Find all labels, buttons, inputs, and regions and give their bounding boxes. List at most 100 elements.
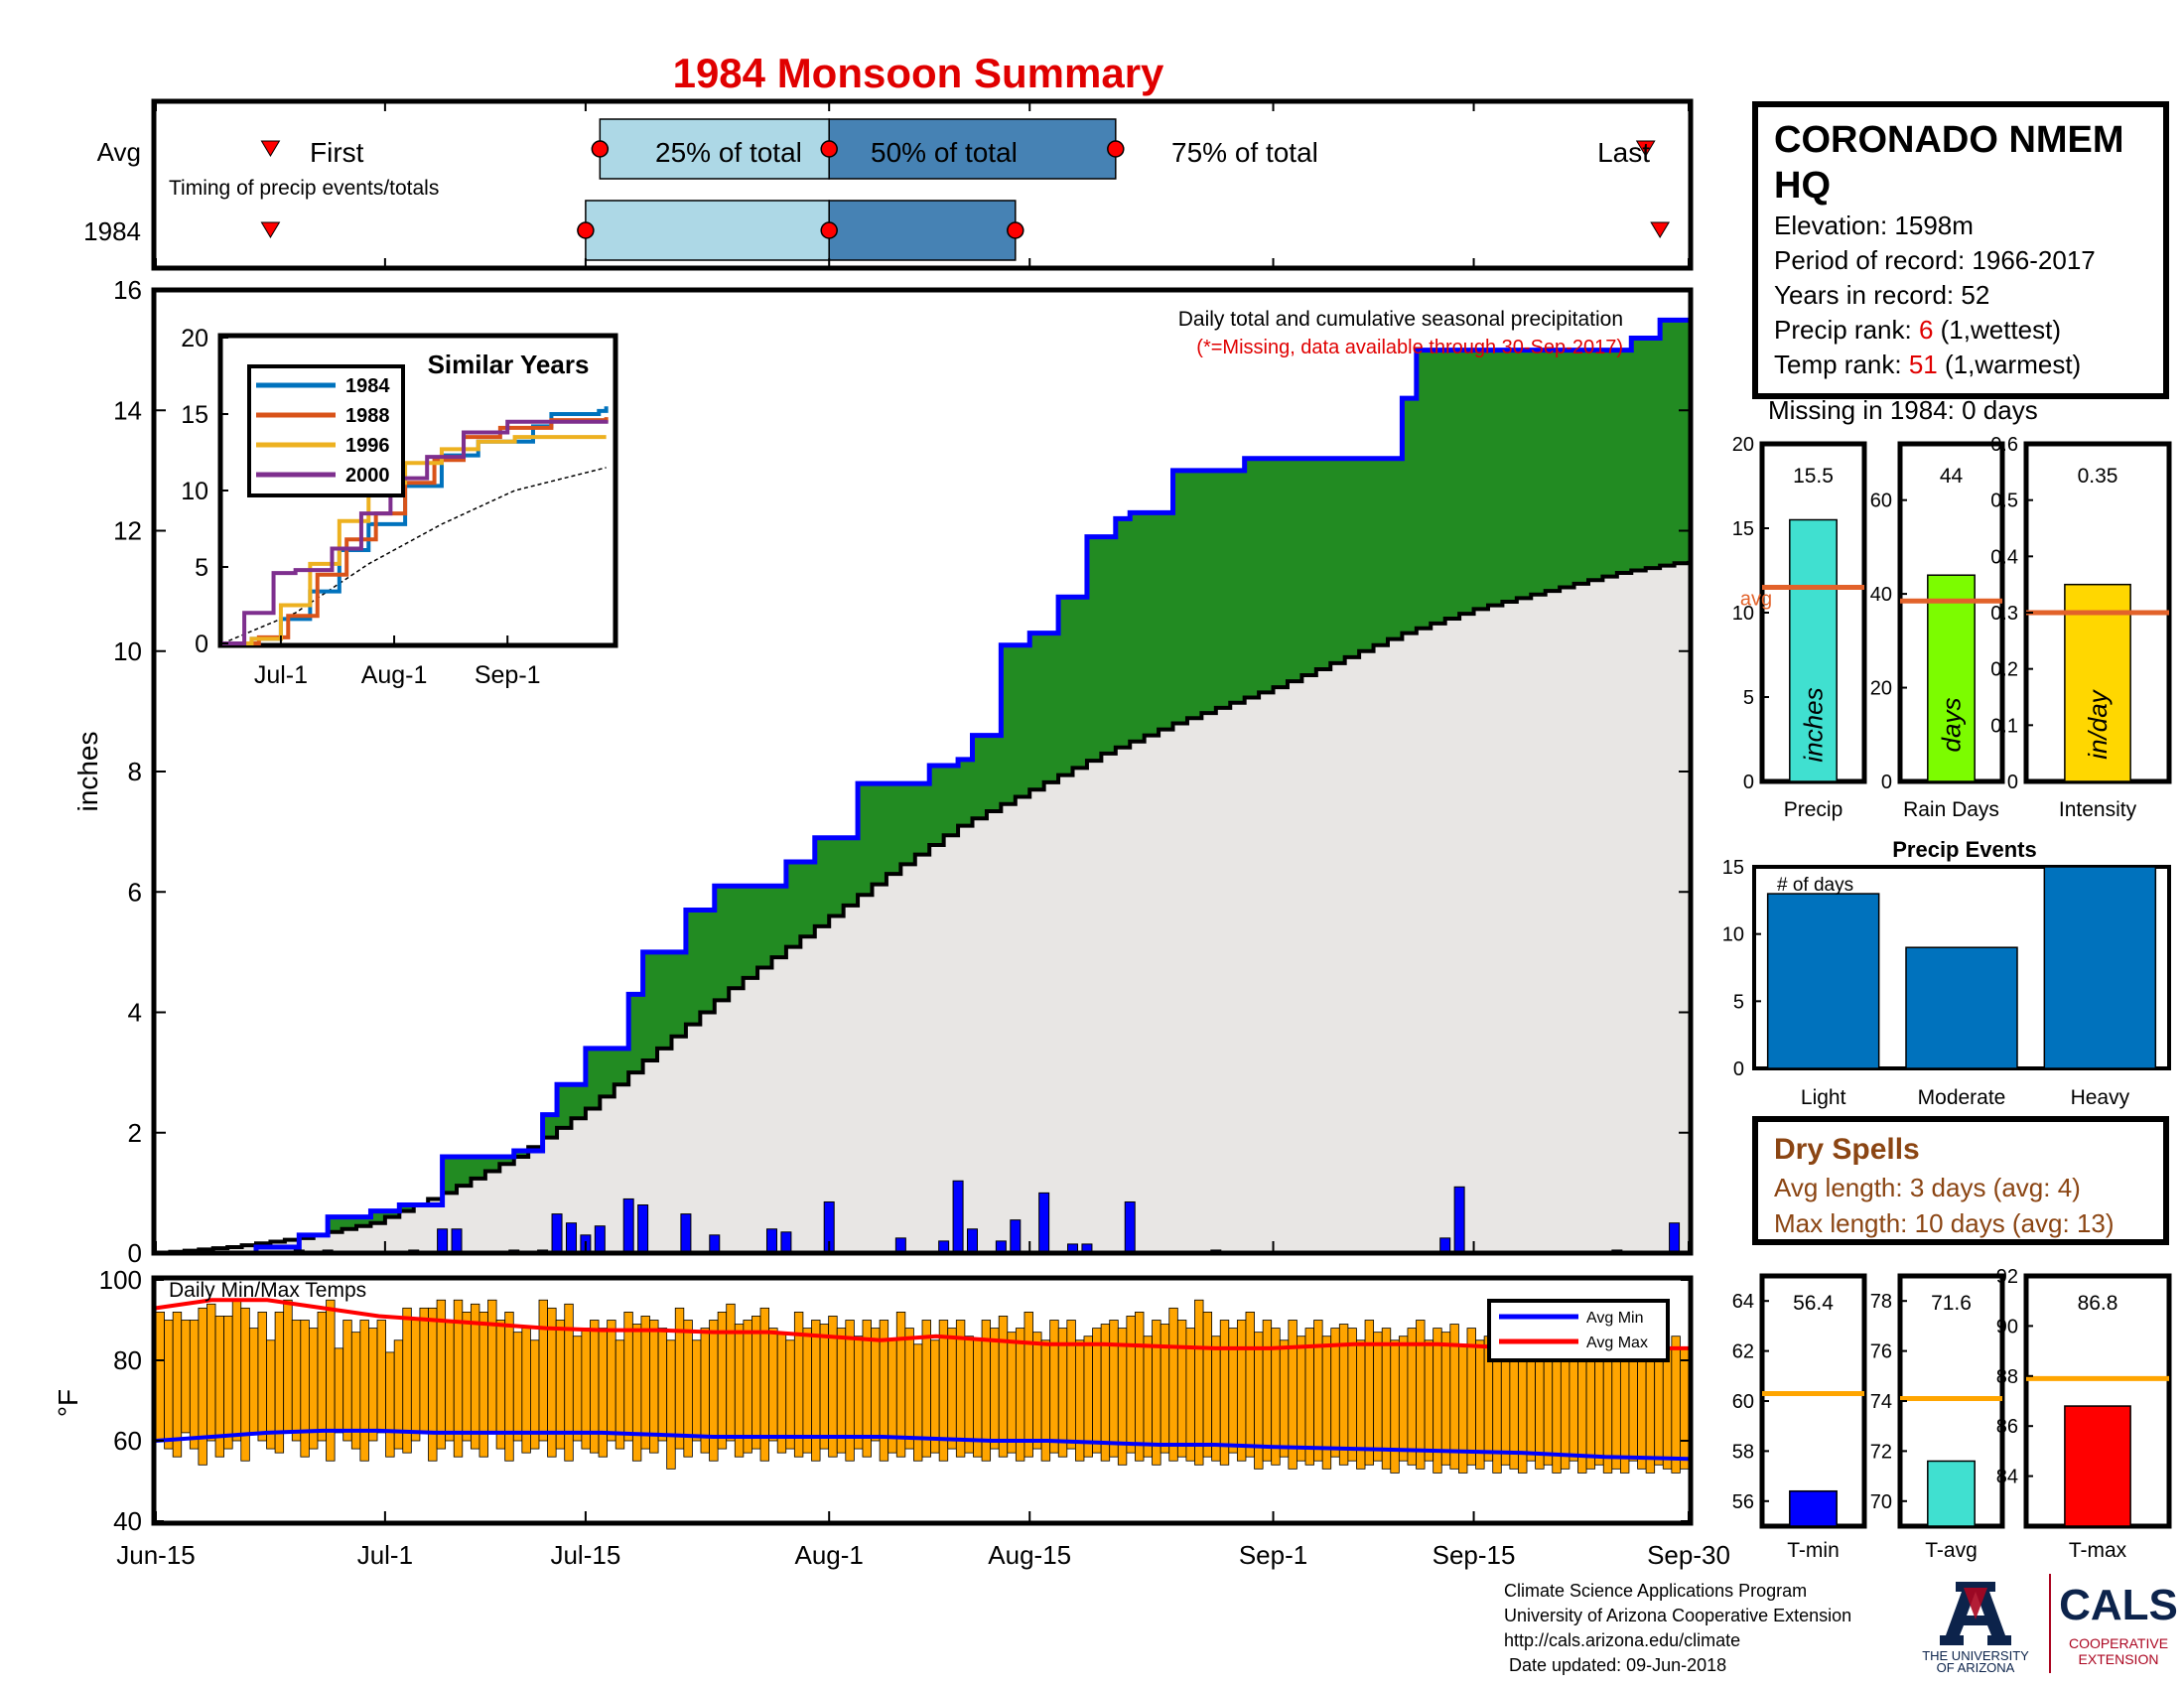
cals-logo: CALS COOPERATIVE EXTENSION (2049, 1574, 2178, 1673)
daily-temp-bar (1135, 1312, 1145, 1462)
timing-marks (155, 101, 1690, 268)
daily-precip-bar (1038, 1192, 1050, 1254)
daily-temp-bar (1297, 1336, 1306, 1462)
footer-line1: Climate Science Applications Program (1504, 1581, 1808, 1601)
footer-line4: Date updated: 09-Jun-2018 (1504, 1655, 1727, 1675)
temps-frame-border (151, 1275, 1694, 1526)
daily-temp-bar (164, 1320, 174, 1450)
daily-temp-bar (751, 1316, 761, 1450)
daily-temp-bar (631, 1324, 642, 1462)
daily-temp-bar (334, 1347, 344, 1434)
period-of-record: Period of record: 1966-2017 (1774, 245, 2096, 275)
events-caption: # of days (1777, 875, 1853, 896)
daily-temp-bar (326, 1299, 336, 1462)
temp-stat-value-0: 56.4 (1793, 1292, 1834, 1315)
timing-triangle-1-0 (260, 221, 281, 238)
daily-temp-bar (1619, 1343, 1630, 1474)
inset-xtick-label: Sep-1 (475, 661, 541, 689)
daily-temp-bar (1373, 1332, 1383, 1462)
daily-temp-bar (598, 1328, 609, 1458)
daily-temp-bar (206, 1303, 216, 1442)
daily-temp-bar (240, 1307, 250, 1462)
stat-tick-label: 0.4 (1990, 546, 2018, 568)
temp-stat-tick-label: 58 (1732, 1441, 1754, 1463)
temp-ytick-label: 60 (113, 1426, 142, 1456)
timing-dot-1-1 (820, 221, 838, 239)
inset-legend-label: 1984 (345, 375, 390, 397)
daily-temp-bar (512, 1332, 523, 1442)
events-category-label: Light (1801, 1086, 1846, 1109)
daily-temp-bar (1083, 1336, 1093, 1458)
date-tick-label: Sep-1 (1239, 1540, 1307, 1570)
events-category-label: Moderate (1918, 1086, 2006, 1109)
stat-avg-text: avg (1740, 589, 1772, 611)
stat-tick-label: 0.6 (1990, 434, 2018, 456)
inset-title: Similar Years (428, 350, 590, 379)
daily-precip-bar (594, 1225, 606, 1254)
temp-stat-tick-label: 70 (1870, 1491, 1892, 1513)
daily-precip-bar (551, 1213, 563, 1254)
inset-legend-label: 2000 (345, 465, 390, 487)
temp-stat-tick-label: 62 (1732, 1341, 1754, 1363)
stat-unit-2: in/day (2083, 688, 2113, 759)
stat-tick-label: 0.1 (1990, 715, 2018, 737)
daily-temp-bar (785, 1339, 795, 1450)
daily-temp-bar (462, 1312, 472, 1442)
timing-box-lower-1 (585, 200, 830, 261)
stat-tick-label: 20 (1870, 678, 1892, 700)
daily-temp-bar (666, 1339, 676, 1470)
temp-stat-tick-label: 90 (1996, 1316, 2018, 1337)
precip-rank-value: 6 (1918, 315, 1934, 345)
similar-years-inset: 0 5 10 15 20 Jul-1 Aug-1 Sep-1 Similar Years (181, 325, 618, 689)
inset-legend-label: 1996 (345, 435, 390, 457)
avg-max-legend-label: Avg Max (1586, 1335, 1648, 1351)
daily-temp-bar (1109, 1320, 1119, 1458)
daily-temp-bar (1330, 1328, 1340, 1458)
pct75-label: 75% of total (1171, 137, 1318, 168)
precip-rank-suffix: (1,wettest) (1933, 315, 2062, 345)
temp-rank: Temp rank: 51 (1,warmest) (1774, 348, 2147, 382)
stat-tick-label: 20 (1732, 434, 1754, 456)
daily-temp-bar (1304, 1328, 1314, 1466)
daily-temp-bar (1279, 1339, 1290, 1458)
stat-tick-label: 0.3 (1990, 603, 2018, 625)
timing-box-upper-1 (828, 200, 1017, 261)
daily-temp-bar (1024, 1312, 1033, 1458)
daily-temp-bar (871, 1328, 881, 1442)
daily-temp-bar (895, 1312, 906, 1458)
timing-triangle-1-1 (1650, 221, 1671, 238)
inset-series-1996 (222, 435, 607, 645)
timing-dot-0-2 (1107, 140, 1125, 158)
temp-rank-suffix: (1,warmest) (1937, 350, 2082, 379)
daily-temp-bar (376, 1320, 386, 1434)
daily-temp-bar (1458, 1343, 1468, 1474)
footer-credits: Climate Science Applications Program Uni… (1504, 1579, 1851, 1678)
daily-temp-bar (802, 1328, 812, 1454)
stat-panels: 15.5 inches Precip 0 5 10 15 20 avg 44 days Rain Da… (1732, 434, 2172, 821)
stat-value-2: 0.35 (2078, 465, 2118, 488)
daily-precip-bar (565, 1222, 577, 1254)
avg-max-line (155, 1298, 1689, 1350)
ua-a-inner (1964, 1588, 1987, 1619)
daily-temp-bar (1126, 1316, 1136, 1454)
daily-temp-bar (955, 1320, 966, 1458)
daily-temp-bar (1049, 1320, 1059, 1454)
normal-area (156, 560, 1689, 1253)
events-tick-label: 10 (1722, 924, 1744, 946)
daily-temp-bar (726, 1303, 736, 1442)
precip-panel: 0 2 4 6 8 10 12 14 16 Daily total and cumulative… (72, 275, 1694, 1268)
main-ytick-label: 0 (128, 1238, 142, 1268)
daily-temp-bar (1407, 1328, 1417, 1466)
daily-temp-bar (419, 1307, 429, 1434)
daily-temp-bar (172, 1312, 183, 1458)
events-bar-light (1766, 893, 1880, 1069)
daily-temp-bar (495, 1320, 506, 1450)
stat-unit-0: inches (1799, 687, 1829, 762)
daily-temp-bar (538, 1299, 548, 1442)
temp-stat-tick-label: 88 (1996, 1366, 2018, 1388)
ua-line1: THE UNIVERSITY (1922, 1648, 2029, 1663)
daily-temp-bar (581, 1328, 591, 1450)
daily-temp-bar (640, 1316, 650, 1450)
